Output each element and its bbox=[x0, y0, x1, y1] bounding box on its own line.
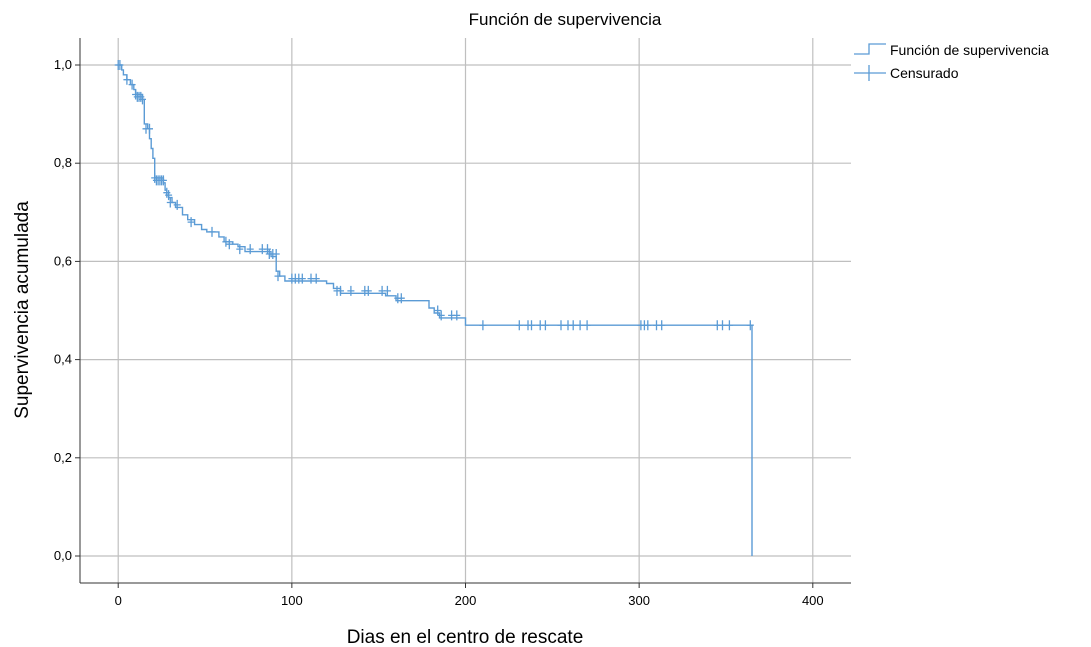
x-axis: 0 100 200 300 400 bbox=[115, 583, 824, 608]
y-tick-label: 0,0 bbox=[54, 548, 72, 563]
legend-censor-swatch bbox=[854, 65, 886, 81]
censor-mark bbox=[116, 60, 124, 70]
censor-mark bbox=[146, 123, 153, 134]
censor-mark bbox=[246, 244, 254, 255]
censor-mark bbox=[746, 320, 754, 331]
censor-mark bbox=[272, 249, 280, 259]
series-layer bbox=[114, 60, 754, 556]
censor-mark bbox=[264, 244, 271, 255]
censor-mark bbox=[719, 320, 726, 331]
y-tick-label: 0,8 bbox=[54, 155, 72, 170]
y-tick-label: 0,2 bbox=[54, 450, 72, 465]
censor-mark bbox=[557, 320, 565, 331]
censor-mark bbox=[725, 320, 733, 331]
censor-mark bbox=[434, 305, 442, 316]
censor-mark bbox=[337, 285, 344, 296]
censor-mark bbox=[173, 199, 181, 210]
y-tick-label: 0,4 bbox=[54, 352, 72, 367]
censor-mark bbox=[123, 74, 131, 85]
censor-mark bbox=[159, 175, 167, 186]
censor-mark bbox=[515, 320, 523, 331]
x-tick-label: 400 bbox=[802, 593, 824, 608]
grid bbox=[80, 38, 851, 583]
censor-mark bbox=[569, 320, 577, 331]
censor-mark bbox=[225, 239, 233, 250]
censor-mark bbox=[383, 285, 391, 296]
censor-mark bbox=[312, 273, 320, 284]
censor-mark bbox=[274, 271, 282, 282]
legend-item-censored: Censurado bbox=[854, 65, 959, 81]
censor-mark bbox=[151, 172, 159, 183]
x-axis-title: Dias en el centro de rescate bbox=[347, 627, 584, 647]
y-tick-label: 0,6 bbox=[54, 253, 72, 268]
legend-label-survival: Función de supervivencia bbox=[890, 42, 1049, 58]
y-tick-label: 1,0 bbox=[54, 57, 72, 72]
censor-mark bbox=[298, 273, 306, 284]
censor-mark bbox=[222, 236, 230, 247]
censor-mark bbox=[541, 320, 549, 331]
censor-mark bbox=[479, 320, 487, 331]
y-axis-title: Supervivencia acumulada bbox=[12, 201, 33, 419]
x-tick-label: 300 bbox=[628, 593, 650, 608]
legend-item-survival: Función de supervivencia bbox=[854, 42, 1049, 58]
censor-mark bbox=[347, 285, 355, 296]
x-tick-label: 100 bbox=[281, 593, 303, 608]
censor-mark bbox=[453, 310, 461, 321]
legend-step-swatch bbox=[854, 43, 886, 55]
censor-mark bbox=[128, 79, 136, 90]
censor-mark bbox=[364, 285, 372, 296]
chart-title: Función de supervivencia bbox=[469, 10, 662, 29]
censor-mark bbox=[437, 310, 445, 321]
x-tick-label: 200 bbox=[455, 593, 477, 608]
y-axis: 0,0 0,2 0,4 0,6 0,8 1,0 bbox=[54, 57, 80, 563]
censor-mark bbox=[139, 94, 146, 105]
censor-mark bbox=[236, 244, 244, 255]
censor-mark bbox=[397, 293, 405, 304]
censor-mark bbox=[132, 89, 140, 100]
censor-mark bbox=[187, 217, 195, 228]
legend: Función de supervivencia Censurado bbox=[854, 42, 1049, 81]
censor-mark bbox=[166, 197, 174, 208]
censor-mark bbox=[658, 320, 666, 331]
censor-mark bbox=[208, 226, 216, 237]
legend-label-censored: Censurado bbox=[890, 65, 959, 81]
censor-mark bbox=[576, 320, 584, 331]
censor-mark bbox=[583, 320, 591, 331]
censor-mark bbox=[644, 320, 652, 331]
x-tick-label: 0 bbox=[115, 593, 122, 608]
censor-mark bbox=[165, 190, 173, 201]
censor-mark bbox=[528, 320, 535, 331]
